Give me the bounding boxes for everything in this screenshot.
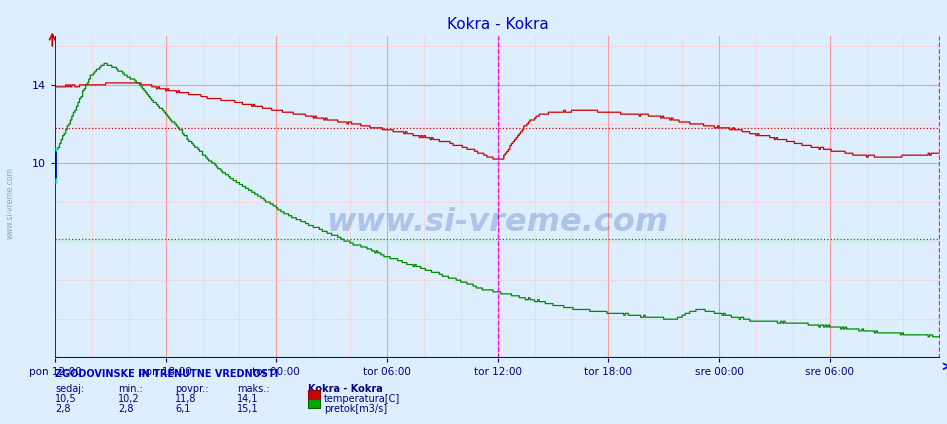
Text: 2,8: 2,8 — [118, 404, 134, 414]
Text: ZGODOVINSKE IN TRENUTNE VREDNOSTI: ZGODOVINSKE IN TRENUTNE VREDNOSTI — [55, 369, 278, 379]
Text: min.:: min.: — [118, 384, 143, 394]
Text: 11,8: 11,8 — [175, 394, 197, 404]
Title: Kokra - Kokra: Kokra - Kokra — [447, 17, 548, 32]
Text: pretok[m3/s]: pretok[m3/s] — [324, 404, 387, 414]
Text: 6,1: 6,1 — [175, 404, 190, 414]
Text: www.si-vreme.com: www.si-vreme.com — [327, 207, 669, 238]
Text: www.si-vreme.com: www.si-vreme.com — [6, 167, 15, 240]
Text: povpr.:: povpr.: — [175, 384, 208, 394]
Text: 15,1: 15,1 — [237, 404, 259, 414]
Text: temperatura[C]: temperatura[C] — [324, 394, 401, 404]
Text: Kokra - Kokra: Kokra - Kokra — [308, 384, 383, 394]
Text: sedaj:: sedaj: — [55, 384, 84, 394]
Text: 14,1: 14,1 — [237, 394, 259, 404]
Text: 10,2: 10,2 — [118, 394, 140, 404]
Text: 2,8: 2,8 — [55, 404, 70, 414]
Text: 10,5: 10,5 — [55, 394, 77, 404]
Text: maks.:: maks.: — [237, 384, 269, 394]
